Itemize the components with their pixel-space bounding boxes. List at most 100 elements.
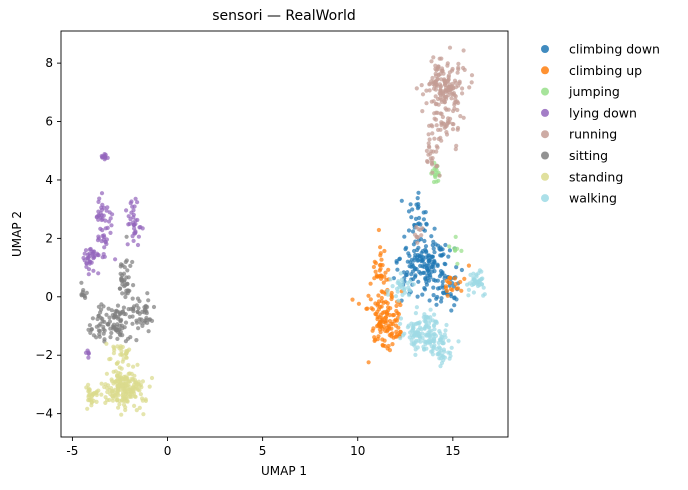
point-climbing-down [441, 290, 446, 295]
point-running [456, 61, 461, 66]
point-standing [85, 406, 90, 411]
point-running [424, 101, 429, 106]
point-running [446, 93, 451, 98]
point-lying-down [107, 210, 112, 215]
point-walking [427, 341, 432, 346]
point-climbing-down [434, 302, 439, 307]
point-running [438, 111, 443, 116]
point-sitting [123, 259, 128, 265]
point-climbing-down [432, 258, 437, 263]
x-tick-label: 10 [350, 444, 365, 458]
point-walking [402, 290, 408, 295]
point-climbing-down [432, 226, 437, 231]
point-standing [115, 374, 120, 379]
point-sitting [108, 335, 113, 340]
point-sitting [145, 320, 150, 325]
point-walking [437, 356, 442, 361]
point-lying-down [131, 212, 136, 217]
point-climbing-down [449, 294, 454, 299]
point-climbing-down [437, 246, 442, 251]
point-walking [432, 312, 437, 317]
point-walking [468, 272, 473, 277]
point-climbing-down [410, 207, 415, 212]
legend-item-climbing-down: climbing down [541, 42, 660, 57]
point-sitting [128, 335, 133, 340]
point-walking [471, 275, 476, 280]
point-lying-down [86, 272, 91, 277]
point-standing [118, 371, 123, 376]
point-running [419, 233, 424, 238]
point-lying-down [84, 261, 89, 266]
point-standing [86, 394, 91, 399]
point-walking [481, 293, 486, 298]
point-climbing-down [437, 285, 442, 291]
point-walking [438, 331, 443, 336]
point-sitting [111, 322, 116, 327]
point-walking [413, 311, 418, 316]
y-axis-label: UMAP 2 [10, 211, 24, 257]
point-climbing-down [452, 303, 457, 308]
legend-marker [541, 130, 549, 139]
point-standing [120, 353, 125, 358]
point-sitting [131, 283, 136, 288]
point-sitting [95, 316, 100, 322]
point-sitting [130, 296, 135, 301]
legend-label: running [569, 127, 617, 142]
point-climbing-down [447, 248, 452, 253]
point-climbing-up [378, 251, 383, 256]
point-climbing-down [431, 265, 436, 270]
point-climbing-up [398, 329, 403, 334]
point-climbing-up [379, 257, 384, 262]
point-standing [113, 369, 118, 374]
point-running [419, 83, 424, 88]
point-lying-down [133, 218, 138, 223]
x-axis-label: UMAP 1 [261, 464, 307, 478]
point-climbing-up [466, 263, 471, 268]
point-lying-down [109, 223, 114, 228]
point-standing [119, 412, 124, 417]
point-climbing-up [383, 270, 388, 275]
point-climbing-down [431, 262, 436, 267]
point-sitting [130, 314, 135, 319]
legend-marker [541, 66, 549, 75]
point-running [439, 97, 444, 102]
point-walking [430, 348, 435, 354]
y-tick-label: −4 [35, 407, 53, 421]
point-running [461, 65, 466, 71]
point-running [414, 234, 419, 239]
point-lying-down [101, 233, 106, 238]
point-lying-down [99, 217, 104, 223]
legend-label: jumping [568, 84, 620, 99]
point-walking [413, 338, 419, 343]
point-walking [418, 325, 423, 330]
point-climbing-down [409, 272, 414, 277]
point-climbing-up [450, 287, 455, 293]
point-running [447, 45, 453, 50]
point-sitting [123, 282, 128, 288]
legend: climbing down climbing up jumping lying dow… [541, 42, 660, 206]
point-standing [149, 375, 155, 381]
point-sitting [115, 336, 120, 341]
point-climbing-up [372, 276, 377, 281]
point-climbing-up [375, 337, 380, 342]
point-climbing-down [446, 254, 451, 259]
point-climbing-up [382, 274, 387, 279]
point-walking [398, 316, 404, 321]
point-climbing-down [418, 222, 423, 227]
point-lying-down [127, 221, 132, 226]
point-running [435, 145, 440, 150]
point-sitting [94, 324, 99, 329]
point-climbing-up [368, 297, 373, 302]
point-sitting [143, 304, 148, 309]
point-climbing-down [435, 263, 440, 268]
point-climbing-down [454, 297, 459, 302]
point-climbing-up [379, 276, 384, 281]
point-walking [437, 345, 442, 350]
point-standing [131, 389, 136, 394]
point-walking [442, 332, 447, 337]
point-walking [480, 276, 485, 281]
point-sitting [97, 329, 102, 334]
point-climbing-up [383, 315, 388, 320]
point-running [461, 115, 466, 120]
